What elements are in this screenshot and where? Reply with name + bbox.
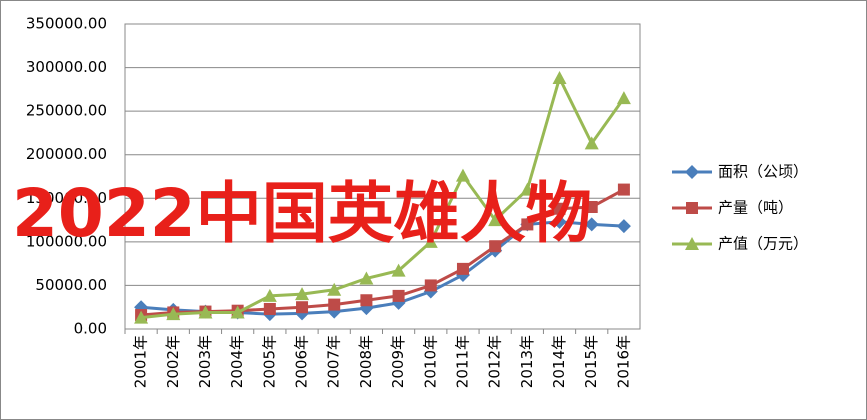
x-tick-label: 2013年 [518,335,536,388]
point [489,240,502,253]
x-tick-label: 2006年 [293,335,311,388]
point [424,279,437,292]
legend-marker [685,165,699,179]
x-tick-label: 2009年 [389,335,407,388]
point [552,71,567,85]
point [488,213,503,227]
point [521,218,534,231]
point [617,183,630,196]
series-line [140,73,626,320]
point [423,234,438,248]
x-tick-label: 2003年 [196,335,214,388]
point [584,217,599,232]
point [553,202,566,215]
annotation: 2022中国英雄人物 [12,175,592,252]
point [391,263,406,277]
point [296,301,309,314]
point [520,182,535,196]
y-tick-label: 350000.00 [26,15,107,33]
y-tick-label: 50000.00 [35,276,107,294]
x-tick-label: 2015年 [582,335,600,388]
point [360,294,373,307]
point [552,214,567,229]
point [616,91,631,105]
x-tick-label: 2004年 [228,335,246,388]
y-tick-label: 100000.00 [26,232,107,250]
point [455,168,470,182]
legend-label: 产值（万元） [718,235,808,253]
point [359,271,374,285]
point [328,298,341,311]
point [134,310,149,324]
x-tick-label: 2008年 [357,335,375,388]
y-tick-label: 0.00 [74,320,107,338]
legend-marker [685,237,699,250]
x-tick-label: 2007年 [325,335,343,388]
legend-marker [686,202,698,214]
x-tick-label: 2011年 [453,335,471,388]
point [198,305,213,319]
x-tick-label: 2001年 [132,335,150,388]
point [295,287,310,301]
legend-label: 面积（公顷） [718,163,808,181]
point [262,288,277,302]
point [230,305,245,319]
y-tick-label: 150000.00 [26,189,107,207]
x-tick-label: 2002年 [164,335,182,388]
legend-label: 产量（吨） [718,199,793,217]
x-tick-label: 2005年 [260,335,278,388]
point [456,262,469,275]
x-tick-label: 2010年 [421,335,439,388]
x-tick-label: 2014年 [550,335,568,388]
y-tick-label: 250000.00 [26,102,107,120]
point [585,201,598,213]
x-tick-label: 2012年 [486,335,504,388]
point [616,219,631,234]
y-tick-label: 200000.00 [26,145,107,163]
point [327,282,342,296]
point [166,307,181,321]
y-tick-label: 300000.00 [26,58,107,76]
point [392,289,405,302]
point [584,136,599,150]
point [263,302,276,315]
x-tick-label: 2016年 [614,335,632,388]
